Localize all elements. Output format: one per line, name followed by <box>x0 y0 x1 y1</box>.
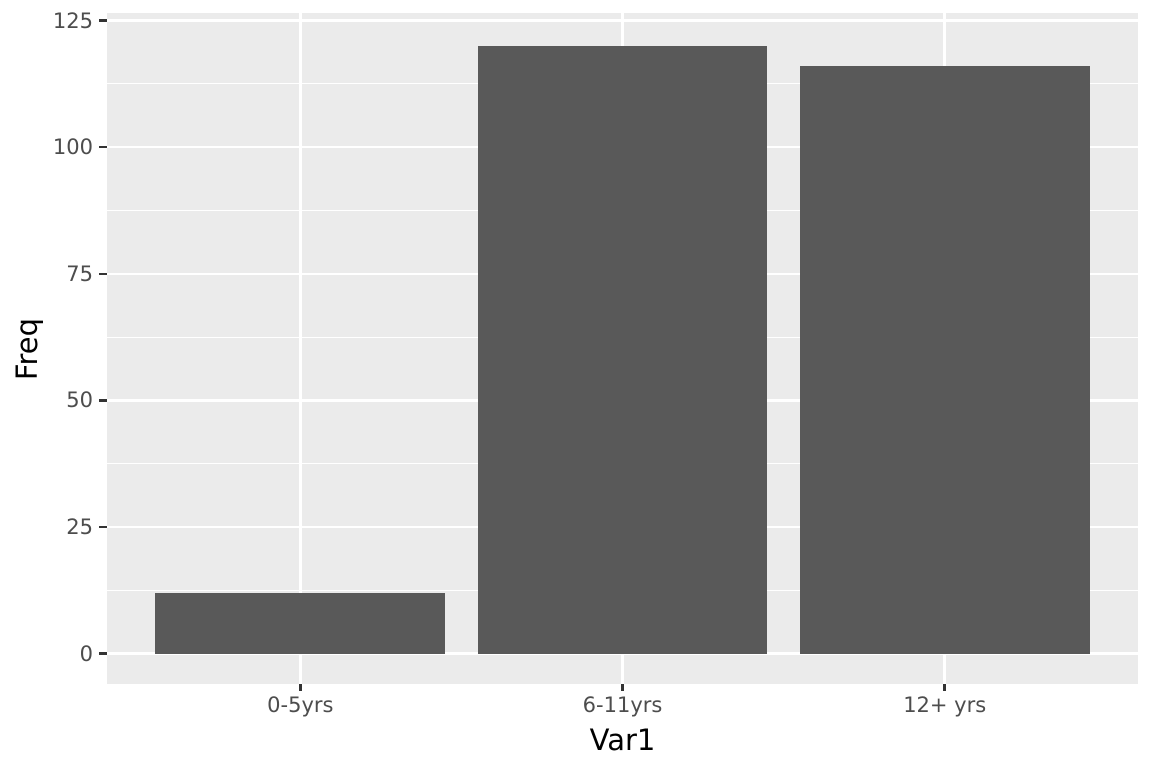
y-tick-label: 50 <box>66 388 93 413</box>
x-tick-mark <box>621 684 624 691</box>
y-tick-label: 75 <box>66 261 93 286</box>
x-tick-mark <box>299 684 302 691</box>
x-tick-label: 12+ yrs <box>903 693 987 717</box>
x-gridline-major <box>299 13 302 684</box>
y-tick-mark <box>99 272 107 275</box>
x-tick-label: 6-11yrs <box>582 693 663 717</box>
x-tick-label: 0-5yrs <box>267 693 334 717</box>
bar <box>155 592 446 654</box>
y-tick-label: 125 <box>52 8 93 33</box>
y-tick-mark <box>99 652 107 655</box>
x-axis-title: Var1 <box>589 723 656 757</box>
y-tick-label: 0 <box>79 641 93 666</box>
plot-panel <box>107 13 1138 684</box>
bar <box>477 45 768 654</box>
y-tick-label: 100 <box>52 135 93 160</box>
y-tick-mark <box>99 399 107 402</box>
y-tick-mark <box>99 19 107 22</box>
bar <box>799 66 1090 654</box>
y-tick-label: 25 <box>66 515 93 539</box>
y-tick-mark <box>99 525 107 529</box>
y-tick-mark <box>99 146 107 149</box>
x-tick-mark <box>943 684 946 691</box>
